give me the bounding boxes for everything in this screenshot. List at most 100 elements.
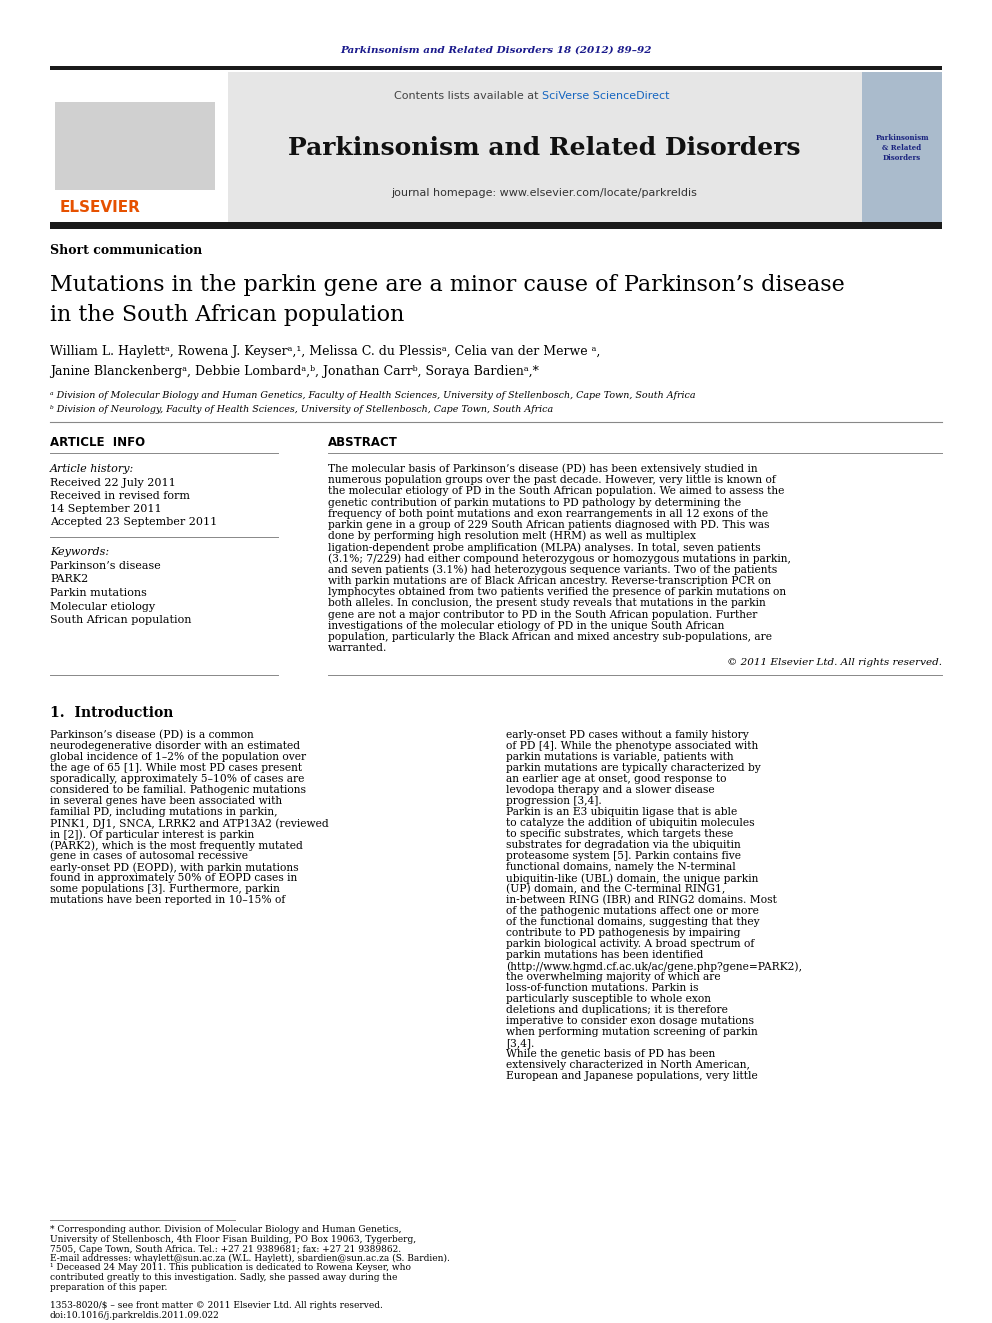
Text: E-mail addresses: whaylett@sun.ac.za (W.L. Haylett), sbardien@sun.ac.za (S. Bard: E-mail addresses: whaylett@sun.ac.za (W.… xyxy=(50,1254,450,1263)
Text: to specific substrates, which targets these: to specific substrates, which targets th… xyxy=(506,830,733,839)
Text: considered to be familial. Pathogenic mutations: considered to be familial. Pathogenic mu… xyxy=(50,786,306,795)
Text: © 2011 Elsevier Ltd. All rights reserved.: © 2011 Elsevier Ltd. All rights reserved… xyxy=(727,658,942,667)
Text: Parkinsonism
& Related
Disorders: Parkinsonism & Related Disorders xyxy=(875,134,929,163)
Text: mutations have been reported in 10–15% of: mutations have been reported in 10–15% o… xyxy=(50,896,286,905)
Text: journal homepage: www.elsevier.com/locate/parkreldis: journal homepage: www.elsevier.com/locat… xyxy=(391,188,697,198)
Text: Mutations in the parkin gene are a minor cause of Parkinson’s disease: Mutations in the parkin gene are a minor… xyxy=(50,274,845,296)
Text: warranted.: warranted. xyxy=(328,643,387,654)
Text: parkin mutations is variable, patients with: parkin mutations is variable, patients w… xyxy=(506,753,734,762)
Text: Accepted 23 September 2011: Accepted 23 September 2011 xyxy=(50,517,217,527)
Text: in several genes have been associated with: in several genes have been associated wi… xyxy=(50,796,282,807)
Text: early-onset PD cases without a family history: early-onset PD cases without a family hi… xyxy=(506,730,749,741)
Text: loss-of-function mutations. Parkin is: loss-of-function mutations. Parkin is xyxy=(506,983,698,994)
Text: 1353-8020/$ – see front matter © 2011 Elsevier Ltd. All rights reserved.: 1353-8020/$ – see front matter © 2011 El… xyxy=(50,1301,383,1310)
Text: Parkin mutations: Parkin mutations xyxy=(50,587,147,598)
Text: (UP) domain, and the C-terminal RING1,: (UP) domain, and the C-terminal RING1, xyxy=(506,884,725,894)
Text: levodopa therapy and a slower disease: levodopa therapy and a slower disease xyxy=(506,786,714,795)
Text: South African population: South African population xyxy=(50,615,191,624)
Text: gene in cases of autosomal recessive: gene in cases of autosomal recessive xyxy=(50,852,248,861)
Text: (3.1%; 7/229) had either compound heterozygous or homozygous mutations in parkin: (3.1%; 7/229) had either compound hetero… xyxy=(328,553,791,564)
Text: of the functional domains, suggesting that they: of the functional domains, suggesting th… xyxy=(506,917,760,927)
Text: Contents lists available at: Contents lists available at xyxy=(394,91,542,101)
Text: of the pathogenic mutations affect one or more: of the pathogenic mutations affect one o… xyxy=(506,906,759,917)
Text: an earlier age at onset, good response to: an earlier age at onset, good response t… xyxy=(506,774,726,785)
Text: progression [3,4].: progression [3,4]. xyxy=(506,796,602,807)
Text: extensively characterized in North American,: extensively characterized in North Ameri… xyxy=(506,1061,750,1070)
Text: the molecular etiology of PD in the South African population. We aimed to assess: the molecular etiology of PD in the Sout… xyxy=(328,487,785,496)
Text: [3,4].: [3,4]. xyxy=(506,1039,535,1048)
Text: 1.  Introduction: 1. Introduction xyxy=(50,706,174,721)
Text: Received 22 July 2011: Received 22 July 2011 xyxy=(50,478,176,488)
Text: Keywords:: Keywords: xyxy=(50,546,109,557)
Text: imperative to consider exon dosage mutations: imperative to consider exon dosage mutat… xyxy=(506,1016,754,1027)
Bar xyxy=(50,71,942,222)
Text: 7505, Cape Town, South Africa. Tel.: +27 21 9389681; fax: +27 21 9389862.: 7505, Cape Town, South Africa. Tel.: +27… xyxy=(50,1245,401,1253)
Text: lymphocytes obtained from two patients verified the presence of parkin mutations: lymphocytes obtained from two patients v… xyxy=(328,587,786,597)
Text: Parkinson’s disease (PD) is a common: Parkinson’s disease (PD) is a common xyxy=(50,730,254,741)
Text: sporadically, approximately 5–10% of cases are: sporadically, approximately 5–10% of cas… xyxy=(50,774,305,785)
Text: numerous population groups over the past decade. However, very little is known o: numerous population groups over the past… xyxy=(328,475,776,486)
Text: in [2]). Of particular interest is parkin: in [2]). Of particular interest is parki… xyxy=(50,830,254,840)
Text: frequency of both point mutations and exon rearrangements in all 12 exons of the: frequency of both point mutations and ex… xyxy=(328,509,768,519)
Text: PINK1, DJ1, SNCA, LRRK2 and ATP13A2 (reviewed: PINK1, DJ1, SNCA, LRRK2 and ATP13A2 (rev… xyxy=(50,818,328,828)
Text: in-between RING (IBR) and RING2 domains. Most: in-between RING (IBR) and RING2 domains.… xyxy=(506,896,777,905)
Text: both alleles. In conclusion, the present study reveals that mutations in the par: both alleles. In conclusion, the present… xyxy=(328,598,766,609)
Text: European and Japanese populations, very little: European and Japanese populations, very … xyxy=(506,1072,758,1081)
Text: William L. Haylettᵃ, Rowena J. Keyserᵃ,¹, Melissa C. du Plessisᵃ, Celia van der : William L. Haylettᵃ, Rowena J. Keyserᵃ,¹… xyxy=(50,345,600,359)
Text: proteasome system [5]. Parkin contains five: proteasome system [5]. Parkin contains f… xyxy=(506,852,741,861)
Text: contribute to PD pathogenesis by impairing: contribute to PD pathogenesis by impairi… xyxy=(506,929,740,938)
Text: SciVerse ScienceDirect: SciVerse ScienceDirect xyxy=(542,91,670,101)
Text: parkin mutations are typically characterized by: parkin mutations are typically character… xyxy=(506,763,761,774)
Text: contributed greatly to this investigation. Sadly, she passed away during the: contributed greatly to this investigatio… xyxy=(50,1273,398,1282)
Text: and seven patients (3.1%) had heterozygous sequence variants. Two of the patient: and seven patients (3.1%) had heterozygo… xyxy=(328,565,778,576)
Bar xyxy=(50,66,942,70)
Text: gene are not a major contributor to PD in the South African population. Further: gene are not a major contributor to PD i… xyxy=(328,610,757,619)
Text: ABSTRACT: ABSTRACT xyxy=(328,437,398,450)
Text: PARK2: PARK2 xyxy=(50,574,88,585)
Bar xyxy=(55,102,215,212)
Text: in the South African population: in the South African population xyxy=(50,304,405,325)
Text: deletions and duplications; it is therefore: deletions and duplications; it is theref… xyxy=(506,1005,728,1015)
Text: ligation-dependent probe amplification (MLPA) analyses. In total, seven patients: ligation-dependent probe amplification (… xyxy=(328,542,761,553)
Text: ¹ Deceased 24 May 2011. This publication is dedicated to Rowena Keyser, who: ¹ Deceased 24 May 2011. This publication… xyxy=(50,1263,411,1273)
Text: Molecular etiology: Molecular etiology xyxy=(50,602,155,611)
Text: genetic contribution of parkin mutations to PD pathology by determining the: genetic contribution of parkin mutations… xyxy=(328,497,741,508)
Bar xyxy=(50,222,942,229)
Text: parkin biological activity. A broad spectrum of: parkin biological activity. A broad spec… xyxy=(506,939,754,950)
Text: Article history:: Article history: xyxy=(50,464,134,474)
Text: The molecular basis of Parkinson’s disease (PD) has been extensively studied in: The molecular basis of Parkinson’s disea… xyxy=(328,464,758,474)
Text: Parkinson’s disease: Parkinson’s disease xyxy=(50,561,161,572)
Text: global incidence of 1–2% of the population over: global incidence of 1–2% of the populati… xyxy=(50,753,307,762)
Text: to catalyze the addition of ubiquitin molecules: to catalyze the addition of ubiquitin mo… xyxy=(506,819,755,828)
Text: with parkin mutations are of Black African ancestry. Reverse-transcription PCR o: with parkin mutations are of Black Afric… xyxy=(328,576,771,586)
Bar xyxy=(55,191,215,212)
Text: ubiquitin-like (UBL) domain, the unique parkin: ubiquitin-like (UBL) domain, the unique … xyxy=(506,873,758,884)
Text: early-onset PD (EOPD), with parkin mutations: early-onset PD (EOPD), with parkin mutat… xyxy=(50,863,299,873)
Text: ᵃ Division of Molecular Biology and Human Genetics, Faculty of Health Sciences, : ᵃ Division of Molecular Biology and Huma… xyxy=(50,390,695,400)
Text: Received in revised form: Received in revised form xyxy=(50,491,190,501)
Text: ELSEVIER: ELSEVIER xyxy=(60,200,141,214)
Text: ARTICLE  INFO: ARTICLE INFO xyxy=(50,437,145,450)
Text: preparation of this paper.: preparation of this paper. xyxy=(50,1282,168,1291)
Text: done by performing high resolution melt (HRM) as well as multiplex: done by performing high resolution melt … xyxy=(328,531,696,541)
Text: Parkin is an E3 ubiquitin ligase that is able: Parkin is an E3 ubiquitin ligase that is… xyxy=(506,807,737,818)
Text: Parkinsonism and Related Disorders 18 (2012) 89–92: Parkinsonism and Related Disorders 18 (2… xyxy=(340,45,652,54)
Text: While the genetic basis of PD has been: While the genetic basis of PD has been xyxy=(506,1049,715,1060)
Text: functional domains, namely the N-terminal: functional domains, namely the N-termina… xyxy=(506,863,736,872)
Text: Parkinsonism and Related Disorders: Parkinsonism and Related Disorders xyxy=(288,136,801,160)
Text: substrates for degradation via the ubiquitin: substrates for degradation via the ubiqu… xyxy=(506,840,741,851)
Text: ᵇ Division of Neurology, Faculty of Health Sciences, University of Stellenbosch,: ᵇ Division of Neurology, Faculty of Heal… xyxy=(50,405,554,414)
Text: Janine Blanckenbergᵃ, Debbie Lombardᵃ,ᵇ, Jonathan Carrᵇ, Soraya Bardienᵃ,*: Janine Blanckenbergᵃ, Debbie Lombardᵃ,ᵇ,… xyxy=(50,365,539,377)
Text: of PD [4]. While the phenotype associated with: of PD [4]. While the phenotype associate… xyxy=(506,741,758,751)
Text: parkin gene in a group of 229 South African patients diagnosed with PD. This was: parkin gene in a group of 229 South Afri… xyxy=(328,520,770,531)
Text: the age of 65 [1]. While most PD cases present: the age of 65 [1]. While most PD cases p… xyxy=(50,763,303,774)
Text: familial PD, including mutations in parkin,: familial PD, including mutations in park… xyxy=(50,807,278,818)
Text: parkin mutations has been identified: parkin mutations has been identified xyxy=(506,950,703,960)
Text: neurodegenerative disorder with an estimated: neurodegenerative disorder with an estim… xyxy=(50,741,301,751)
Text: doi:10.1016/j.parkreldis.2011.09.022: doi:10.1016/j.parkreldis.2011.09.022 xyxy=(50,1311,220,1320)
Text: some populations [3]. Furthermore, parkin: some populations [3]. Furthermore, parki… xyxy=(50,884,280,894)
Text: University of Stellenbosch, 4th Floor Fisan Building, PO Box 19063, Tygerberg,: University of Stellenbosch, 4th Floor Fi… xyxy=(50,1234,416,1244)
Text: (PARK2), which is the most frequently mutated: (PARK2), which is the most frequently mu… xyxy=(50,840,303,851)
Text: * Corresponding author. Division of Molecular Biology and Human Genetics,: * Corresponding author. Division of Mole… xyxy=(50,1225,402,1234)
Text: particularly susceptible to whole exon: particularly susceptible to whole exon xyxy=(506,995,711,1004)
